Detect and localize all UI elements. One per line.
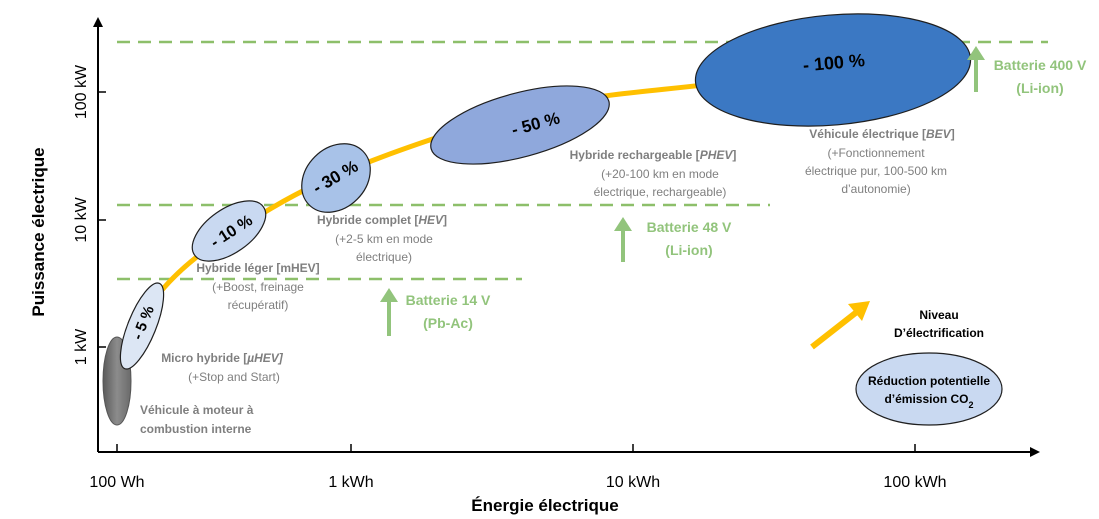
micro-hybrid-ellipse	[119, 282, 165, 370]
y-tick-label-100kw: 100 kW	[73, 64, 90, 119]
battery-48v-arrow-icon	[614, 217, 632, 262]
battery-14v-label: Batterie 14 V (Pb-Ac)	[406, 292, 491, 331]
mild-hybrid-ellipse	[191, 200, 267, 262]
x-tick-label-1kwh: 1 kWh	[328, 474, 373, 491]
stage-bev-line2: électrique pur, 100-500 km	[805, 164, 947, 178]
x-tick-label-100wh: 100 Wh	[89, 474, 144, 491]
x-axis-title: Énergie électrique	[471, 496, 618, 515]
stage-full-line2: électrique)	[356, 250, 412, 264]
battery-14v-line1: Batterie 14 V	[406, 292, 491, 308]
stage-mild-title: Hybride léger [mHEV]	[196, 261, 319, 275]
stage-mild-line1: (+Boost, freinage	[212, 280, 304, 294]
stage-full-line1: (+2-5 km en mode	[335, 232, 433, 246]
full-hybrid-ellipse	[301, 143, 371, 213]
stage-mild-description: Hybride léger [mHEV] (+Boost, freinage r…	[196, 261, 319, 312]
battery-48v-label: Batterie 48 V (Li-ion)	[647, 219, 732, 258]
stage-micro-line: (+Stop and Start)	[188, 370, 280, 384]
stage-plugin-title: Hybride rechargeable [PHEV]	[570, 148, 737, 162]
battery-48v-line1: Batterie 48 V	[647, 219, 732, 235]
battery-14v-arrow-icon	[380, 288, 398, 336]
legend-electrification-line1: Niveau	[919, 308, 958, 322]
plugin-hybrid-ellipse	[430, 85, 610, 165]
legend-electrification-arrow-icon	[810, 301, 870, 350]
stage-bev-line1: (+Fonctionnement	[827, 146, 925, 160]
stage-bev-line3: d’autonomie)	[841, 182, 910, 196]
legend-reduction-line2: d’émission CO2	[884, 392, 973, 410]
stage-micro-description: Micro hybride [µHEV] (+Stop and Start)	[161, 351, 284, 384]
stage-full-description: Hybride complet [HEV] (+2-5 km en mode é…	[317, 213, 447, 264]
legend-electrification-line2: D’électrification	[894, 326, 984, 340]
stage-ice-title: Véhicule à moteur à	[140, 403, 254, 417]
x-tick-label-100kwh: 100 kWh	[883, 474, 946, 491]
y-axis-title: Puissance électrique	[29, 147, 48, 316]
stage-bev-title: Véhicule électrique [BEV]	[809, 127, 954, 141]
x-tick-label-10kwh: 10 kWh	[606, 474, 660, 491]
legend-reduction-line1: Réduction potentielle	[868, 374, 990, 388]
y-tick-label-10kw: 10 kW	[73, 196, 90, 242]
stage-bev-description: Véhicule électrique [BEV] (+Fonctionneme…	[805, 127, 955, 196]
stage-full-title: Hybride complet [HEV]	[317, 213, 447, 227]
battery-400v-line1: Batterie 400 V	[994, 57, 1087, 73]
battery-400v-arrow-icon	[967, 46, 985, 92]
battery-400v-label: Batterie 400 V (Li-ion)	[994, 57, 1087, 96]
stage-ice-title2: combustion interne	[140, 422, 252, 436]
stage-plugin-line2: électrique, rechargeable)	[594, 185, 727, 199]
stage-mild-line2: récupératif)	[228, 298, 289, 312]
battery-400v-line2: (Li-ion)	[1016, 80, 1063, 96]
legend-reduction-ellipse	[855, 352, 1003, 426]
legend-reduction-label: Réduction potentielle d’émission CO2	[868, 374, 990, 410]
battery-48v-line2: (Li-ion)	[665, 242, 712, 258]
y-tick-label-1kw: 1 kW	[73, 328, 90, 365]
stage-plugin-description: Hybride rechargeable [PHEV] (+20-100 km …	[570, 148, 737, 199]
battery-14v-line2: (Pb-Ac)	[423, 315, 473, 331]
stage-micro-title: Micro hybride [µHEV]	[161, 351, 284, 365]
legend-electrification-label: Niveau D’électrification	[894, 308, 984, 340]
stage-plugin-line1: (+20-100 km en mode	[601, 167, 719, 181]
stage-ice-description: Véhicule à moteur à combustion interne	[140, 403, 254, 436]
